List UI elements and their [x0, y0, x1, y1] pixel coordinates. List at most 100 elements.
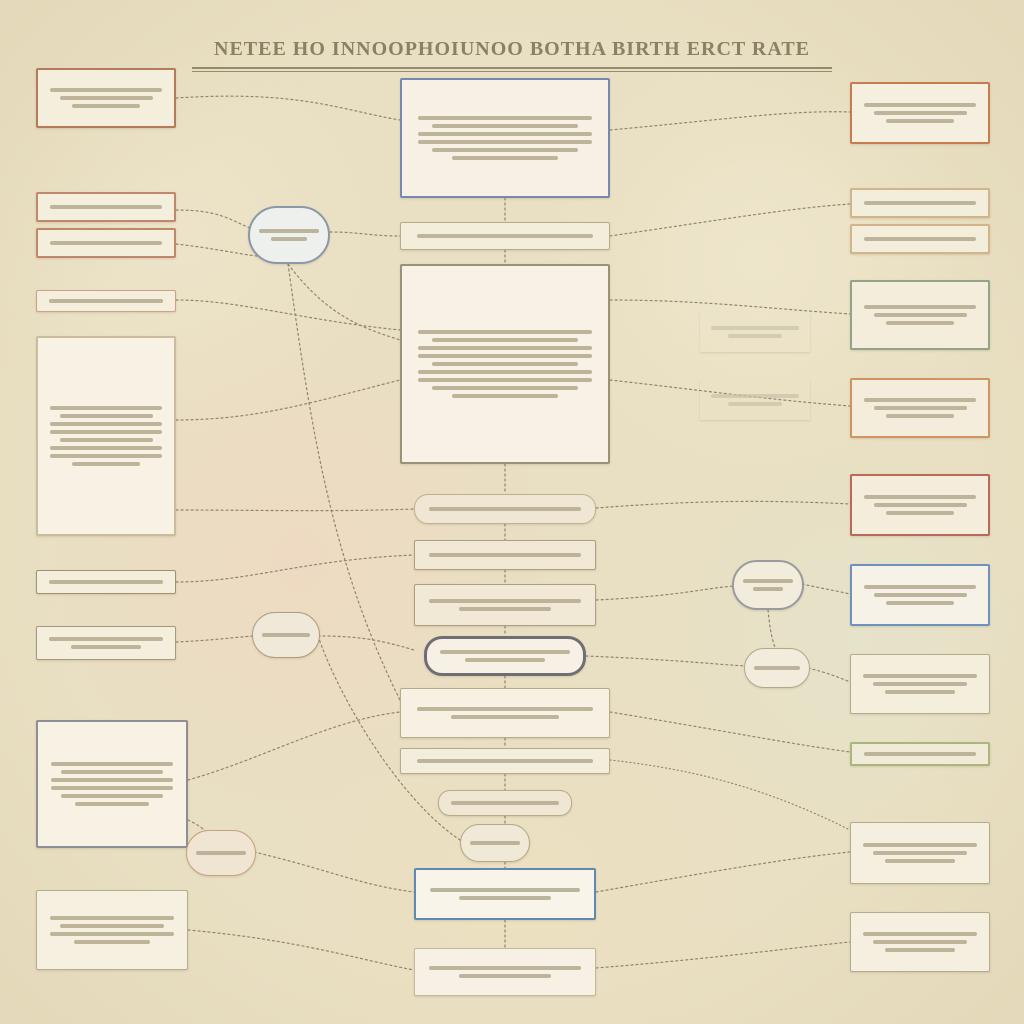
placeholder-text-line [50, 916, 174, 920]
node-R8 [850, 742, 990, 766]
placeholder-text-line [459, 607, 551, 611]
node-LBL1 [700, 312, 810, 352]
placeholder-text-line [50, 241, 162, 245]
placeholder-text-line [429, 966, 580, 970]
placeholder-text-line [259, 229, 318, 233]
placeholder-text-line [440, 650, 570, 654]
placeholder-text-line [51, 762, 173, 766]
placeholder-text-line [432, 148, 578, 152]
edge [176, 636, 256, 642]
node-L7 [36, 720, 188, 848]
placeholder-text-line [49, 580, 162, 584]
edge [188, 712, 400, 780]
placeholder-text-line [459, 896, 550, 900]
placeholder-text-line [743, 579, 793, 583]
edge [610, 112, 850, 130]
placeholder-text-line [71, 645, 140, 649]
placeholder-text-line [429, 599, 580, 603]
placeholder-text-line [418, 370, 593, 374]
node-C11 [414, 868, 596, 920]
placeholder-text-line [72, 462, 140, 466]
node-R9 [850, 822, 990, 884]
placeholder-text-line [452, 394, 559, 398]
placeholder-text-line [60, 96, 153, 100]
placeholder-text-line [864, 237, 976, 241]
placeholder-text-line [432, 362, 578, 366]
placeholder-text-line [50, 88, 162, 92]
placeholder-text-line [863, 674, 976, 678]
edge [610, 760, 850, 830]
placeholder-text-line [74, 940, 150, 944]
node-E2b [186, 830, 256, 876]
node-L8 [36, 890, 188, 970]
node-C1 [400, 78, 610, 198]
placeholder-text-line [50, 205, 162, 209]
placeholder-text-line [459, 974, 551, 978]
placeholder-text-line [49, 299, 162, 303]
node-R6 [850, 564, 990, 626]
placeholder-text-line [417, 707, 593, 711]
edge [610, 712, 850, 752]
placeholder-text-line [470, 841, 520, 845]
placeholder-text-line [418, 132, 593, 136]
edge [596, 852, 850, 892]
placeholder-text-line [885, 859, 954, 863]
placeholder-text-line [864, 103, 976, 107]
node-E4 [744, 648, 810, 688]
node-C5 [414, 540, 596, 570]
node-R10 [850, 912, 990, 972]
placeholder-text-line [430, 888, 579, 892]
placeholder-text-line [728, 334, 782, 338]
placeholder-text-line [432, 338, 578, 342]
node-E5 [460, 824, 530, 862]
node-L1 [36, 68, 176, 128]
placeholder-text-line [452, 156, 559, 160]
placeholder-text-line [754, 666, 801, 670]
placeholder-text-line [873, 940, 968, 944]
placeholder-text-line [51, 786, 173, 790]
placeholder-text-line [432, 124, 578, 128]
placeholder-text-line [874, 406, 967, 410]
placeholder-text-line [418, 116, 593, 120]
placeholder-text-line [418, 378, 593, 382]
placeholder-text-line [451, 801, 559, 805]
edge [596, 586, 734, 600]
placeholder-text-line [874, 313, 967, 317]
edge [254, 852, 414, 892]
placeholder-text-line [451, 715, 559, 719]
placeholder-text-line [886, 601, 954, 605]
placeholder-text-line [874, 111, 967, 115]
node-C9 [400, 748, 610, 774]
node-C12 [414, 948, 596, 996]
diagram-canvas: NETEE HO INNOOPHOIUNOO BOTHA BIRTH ERCT … [0, 0, 1024, 1024]
placeholder-text-line [262, 633, 311, 637]
placeholder-text-line [753, 587, 784, 591]
node-R5 [850, 474, 990, 536]
placeholder-text-line [864, 305, 976, 309]
node-E3 [732, 560, 804, 610]
placeholder-text-line [874, 593, 967, 597]
placeholder-text-line [864, 585, 976, 589]
placeholder-text-line [711, 394, 799, 398]
node-R1 [850, 82, 990, 144]
placeholder-text-line [863, 843, 976, 847]
placeholder-text-line [51, 778, 173, 782]
placeholder-text-line [429, 507, 580, 511]
placeholder-text-line [864, 495, 976, 499]
placeholder-text-line [873, 682, 968, 686]
node-C2 [400, 222, 610, 250]
placeholder-text-line [864, 201, 976, 205]
placeholder-text-line [50, 406, 162, 410]
placeholder-text-line [418, 354, 593, 358]
placeholder-text-line [60, 924, 164, 928]
placeholder-text-line [50, 932, 174, 936]
placeholder-text-line [864, 398, 976, 402]
placeholder-text-line [61, 770, 163, 774]
node-R4 [850, 378, 990, 438]
edge [176, 555, 414, 582]
placeholder-text-line [432, 386, 578, 390]
edge [176, 380, 400, 420]
node-R3 [850, 280, 990, 350]
node-E2 [252, 612, 320, 658]
placeholder-text-line [418, 140, 593, 144]
